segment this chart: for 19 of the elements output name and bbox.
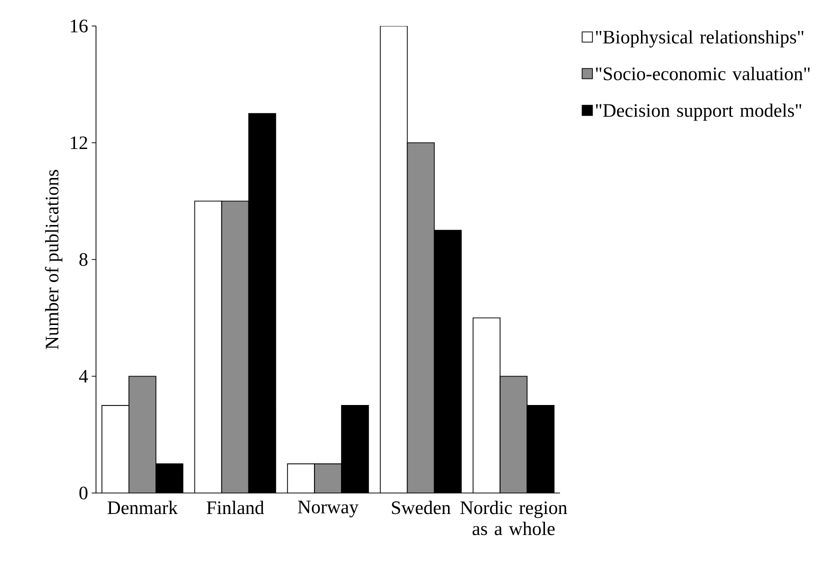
- y-tick-label: 12: [70, 136, 88, 150]
- bar: [128, 376, 156, 493]
- y-tick-label: 16: [70, 20, 88, 32]
- x-tick-label: Norway: [298, 500, 359, 518]
- y-axis-title: Number of publications: [44, 170, 62, 350]
- x-tick-label: Nordic region as a whole: [460, 500, 568, 536]
- x-tick-label: Sweden: [392, 500, 451, 514]
- bar: [407, 142, 434, 493]
- legend-label: "Biophysical relationships": [596, 30, 804, 48]
- legend-label: "Decision support models": [596, 104, 802, 121]
- x-tick-label: Denmark: [108, 500, 178, 514]
- y-tick-label: 8: [79, 253, 88, 266]
- bar: [500, 376, 528, 493]
- x-tick-label: Finland: [206, 500, 264, 514]
- bar: [314, 464, 342, 493]
- legend-label: "Socio-economic valuation": [596, 66, 810, 80]
- bar: [222, 201, 249, 493]
- y-tick-label: 0: [79, 486, 88, 500]
- y-tick-label: 4: [79, 370, 88, 382]
